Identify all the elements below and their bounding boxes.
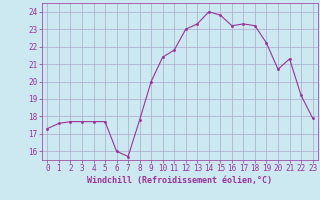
X-axis label: Windchill (Refroidissement éolien,°C): Windchill (Refroidissement éolien,°C) [87, 176, 273, 185]
